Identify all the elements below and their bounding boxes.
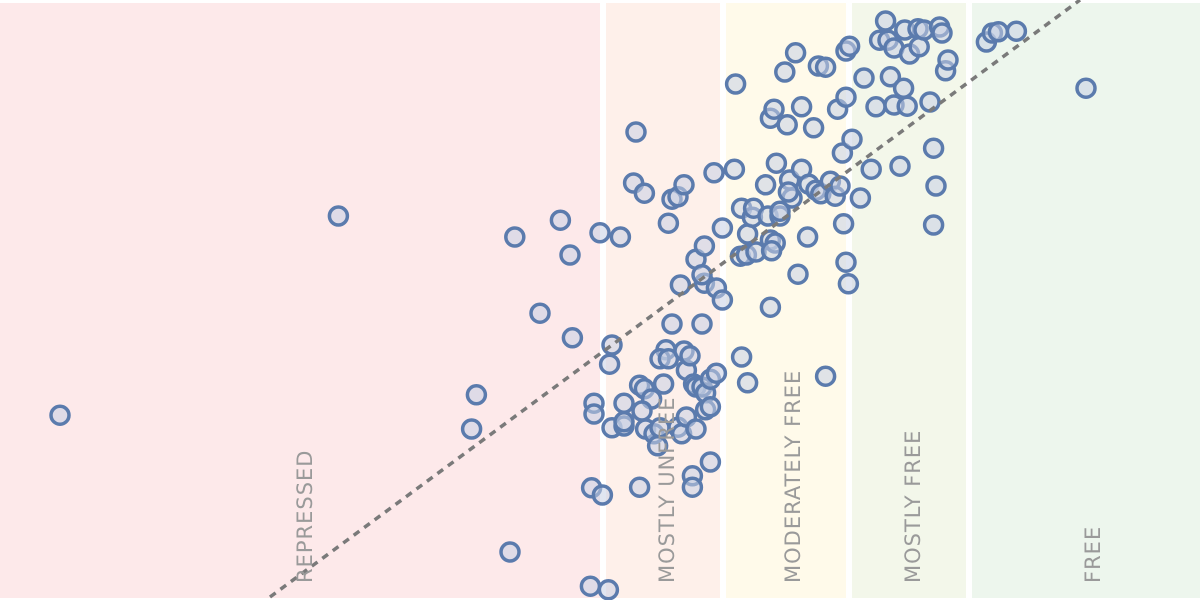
- data-point: [774, 61, 796, 83]
- data-point: [896, 95, 918, 117]
- data-point: [529, 302, 551, 324]
- data-point: [705, 362, 728, 384]
- data-point: [790, 96, 813, 118]
- data-point: [652, 373, 675, 395]
- data-point: [681, 476, 704, 498]
- data-point: [703, 162, 725, 184]
- trend-line: [268, 0, 1082, 599]
- data-point: [499, 541, 521, 563]
- data-point: [591, 484, 614, 506]
- data-point: [609, 226, 632, 248]
- data-point: [730, 346, 753, 368]
- data-point: [723, 158, 746, 180]
- data-point: [922, 137, 945, 159]
- data-point: [837, 273, 860, 295]
- data-point: [661, 313, 683, 335]
- data-point: [835, 251, 857, 273]
- data-point: [763, 98, 785, 120]
- data-point: [853, 67, 875, 89]
- data-point: [613, 411, 635, 433]
- data-point: [699, 396, 722, 418]
- band-mostly-unfree: [606, 3, 720, 598]
- data-point: [814, 56, 837, 78]
- data-point: [724, 73, 747, 95]
- data-point: [787, 263, 809, 285]
- data-point: [549, 209, 572, 231]
- band-label-moderately-free: MODERATELY FREE: [781, 370, 805, 583]
- data-point: [925, 175, 947, 197]
- data-point: [583, 403, 605, 425]
- data-point: [937, 49, 959, 71]
- data-point: [879, 66, 902, 88]
- data-point: [931, 22, 953, 44]
- data-point: [589, 222, 611, 244]
- band-label-mostly-unfree: MOSTLY UNFREE: [655, 396, 679, 583]
- data-point: [613, 392, 635, 414]
- band-labels: REPRESSED MOSTLY UNFREE MODERATELY FREE MOS…: [293, 370, 1105, 583]
- data-point: [559, 244, 581, 266]
- data-point: [759, 296, 782, 318]
- data-point: [765, 152, 788, 174]
- data-point: [673, 174, 695, 196]
- data-point: [579, 575, 602, 597]
- band-label-free: FREE: [1081, 526, 1105, 583]
- data-point: [889, 155, 911, 177]
- data-point: [679, 345, 701, 367]
- data-point: [625, 121, 647, 143]
- band-label-repressed: REPRESSED: [293, 450, 317, 583]
- data-point: [832, 213, 855, 235]
- data-point: [814, 365, 837, 387]
- data-point: [460, 418, 483, 440]
- data-point: [784, 42, 807, 64]
- data-point: [777, 181, 800, 203]
- band-free: [972, 3, 1200, 598]
- data-point: [892, 77, 915, 99]
- data-point: [835, 86, 857, 108]
- data-point: [987, 21, 1010, 43]
- data-point: [504, 226, 526, 248]
- data-point: [691, 264, 713, 286]
- band-label-mostly-free: MOSTLY FREE: [901, 430, 925, 583]
- data-point: [669, 274, 692, 296]
- data-point: [693, 235, 716, 257]
- data-point: [598, 353, 621, 375]
- data-point: [802, 117, 825, 139]
- data-point: [841, 128, 863, 150]
- data-point: [657, 212, 680, 234]
- data-point: [711, 289, 734, 311]
- data-point: [1005, 20, 1028, 42]
- data-point: [1075, 77, 1097, 99]
- data-point: [922, 214, 945, 236]
- data-point: [633, 182, 656, 204]
- band-moderately-free: [726, 3, 846, 598]
- data-point: [699, 451, 722, 473]
- data-point: [919, 91, 941, 113]
- data-point: [465, 384, 488, 406]
- data-point: [874, 10, 897, 32]
- data-point: [829, 175, 851, 197]
- data-points: [49, 10, 1097, 600]
- data-point: [691, 313, 713, 335]
- data-point: [736, 372, 759, 394]
- data-point: [860, 158, 882, 180]
- data-point: [849, 187, 872, 209]
- data-point: [685, 418, 707, 440]
- data-point: [49, 404, 71, 426]
- freedom-bands: [0, 3, 1200, 598]
- data-point: [631, 400, 653, 422]
- data-point: [796, 226, 819, 248]
- data-point: [838, 35, 861, 57]
- data-point: [711, 217, 734, 239]
- band-repressed: [0, 3, 600, 598]
- data-point: [776, 114, 798, 136]
- data-point: [597, 579, 620, 600]
- data-point: [754, 174, 777, 196]
- data-point: [865, 96, 887, 118]
- data-point: [760, 240, 783, 262]
- data-point: [561, 327, 584, 349]
- data-point: [628, 476, 651, 498]
- data-point: [327, 205, 350, 227]
